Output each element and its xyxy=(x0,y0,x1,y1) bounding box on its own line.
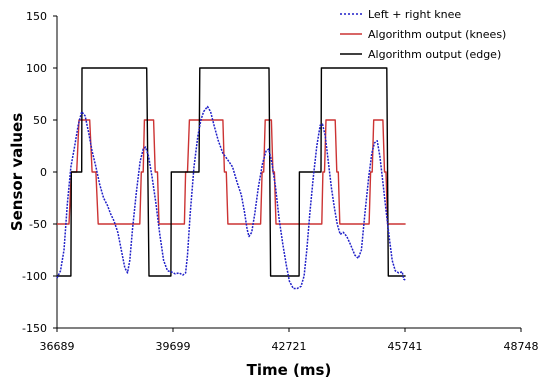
x-tick-label: 48748 xyxy=(504,340,539,353)
y-tick-label: 150 xyxy=(26,10,47,23)
legend-label-1: Algorithm output (knees) xyxy=(368,28,506,41)
x-tick-label: 42721 xyxy=(272,340,307,353)
x-tick-label: 36689 xyxy=(40,340,75,353)
x-tick-label: 45741 xyxy=(388,340,423,353)
y-tick-label: -150 xyxy=(22,322,47,335)
series-line-2 xyxy=(57,67,406,277)
series-line-0 xyxy=(56,105,406,290)
y-tick-label: -50 xyxy=(29,218,47,231)
x-axis-ticks: 36689 39699 42721 45741 48748 xyxy=(40,328,539,353)
y-tick-label: 50 xyxy=(33,114,47,127)
y-tick-label: 100 xyxy=(26,62,47,75)
x-axis-title: Time (ms) xyxy=(247,361,332,379)
legend-label-2: Algorithm output (edge) xyxy=(368,48,501,61)
plot-area: 150 100 50 0 -50 -100 -150 36689 39699 42721 4574… xyxy=(22,10,538,353)
legend: Left + right knee Algorithm output (knees… xyxy=(340,8,506,61)
x-tick-label: 39699 xyxy=(156,340,191,353)
y-tick-label: 0 xyxy=(40,166,47,179)
legend-label-0: Left + right knee xyxy=(368,8,461,21)
y-axis-title: Sensor values xyxy=(8,113,26,231)
y-tick-label: -100 xyxy=(22,270,47,283)
series-layer xyxy=(56,67,406,290)
y-axis-ticks: 150 100 50 0 -50 -100 -150 xyxy=(22,10,57,335)
